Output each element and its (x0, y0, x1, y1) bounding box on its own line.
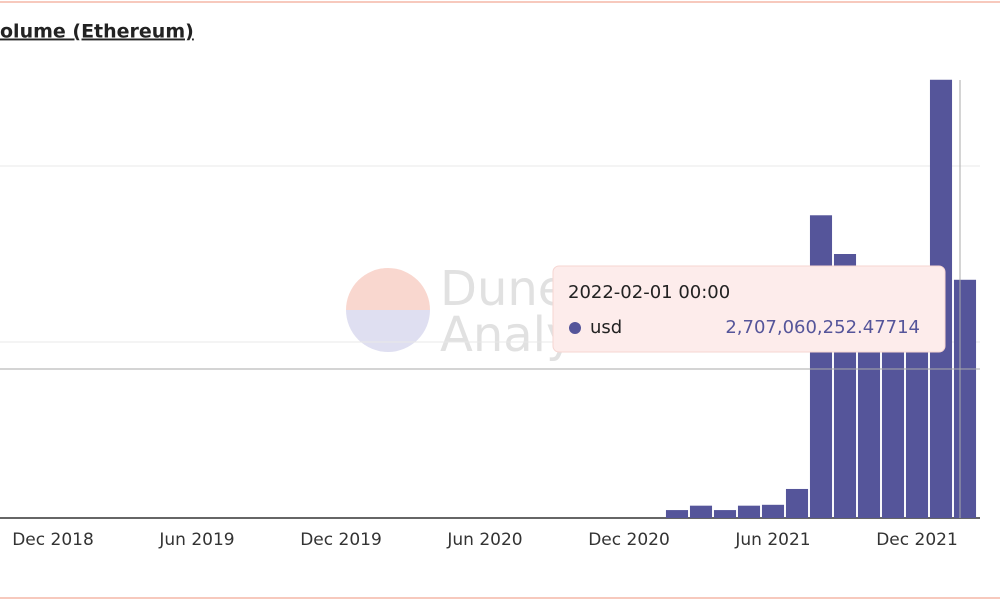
x-tick-label: Dec 2021 (876, 530, 958, 550)
x-tick-label: Jun 2021 (734, 530, 810, 550)
bar (689, 505, 713, 518)
chart-title[interactable]: olume (Ethereum) (0, 21, 194, 43)
bar (761, 504, 785, 518)
bar (713, 510, 737, 518)
tooltip-series: usd (590, 317, 622, 338)
bar (665, 510, 689, 518)
x-tick-label: Dec 2019 (300, 530, 382, 550)
bar (857, 306, 881, 518)
bar (737, 505, 761, 518)
watermark-logo-bottom (346, 310, 430, 352)
x-tick-label: Dec 2018 (12, 530, 94, 550)
tooltip-date: 2022-02-01 00:00 (568, 282, 730, 303)
tooltip-box (552, 265, 946, 353)
bar (785, 488, 809, 518)
watermark-text: Dune (440, 261, 567, 317)
tooltip-swatch (569, 322, 581, 334)
x-tick-label: Jun 2020 (446, 530, 522, 550)
x-tick-label: Dec 2020 (588, 530, 670, 550)
x-tick-label: Jun 2019 (158, 530, 234, 550)
tooltip-value: 2,707,060,252.47714 (725, 317, 920, 338)
tooltip: 2022-02-01 00:00 usd 2,707,060,252.47714 (552, 265, 946, 353)
bar (809, 215, 833, 518)
watermark-logo-top (346, 268, 430, 310)
bar (953, 279, 977, 518)
bar (905, 298, 929, 518)
